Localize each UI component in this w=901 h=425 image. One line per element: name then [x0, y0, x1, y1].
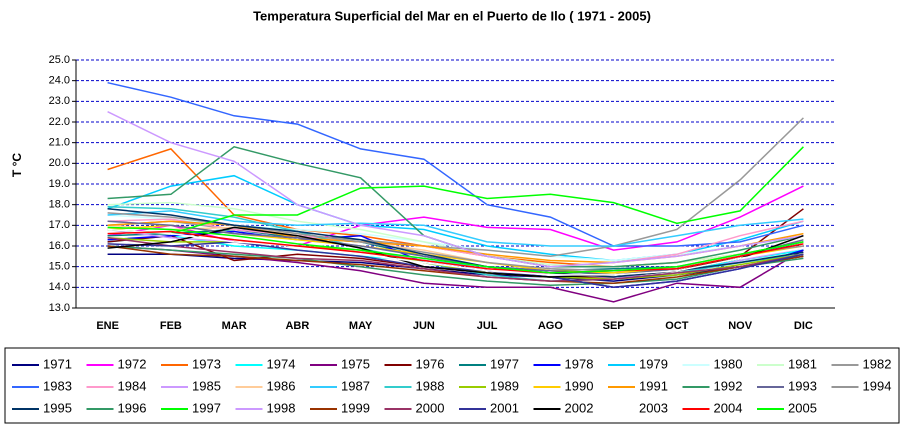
legend-label: 2000 — [416, 400, 445, 415]
legend-label: 1998 — [267, 400, 296, 415]
series-line — [107, 236, 804, 282]
legend-label: 2005 — [788, 400, 817, 415]
series-line — [107, 230, 804, 274]
legend-label: 1999 — [341, 400, 370, 415]
chart-title: Temperatura Superficial del Mar en el Pu… — [253, 8, 651, 23]
legend-label: 1972 — [118, 356, 147, 371]
x-tick-label: ABR — [285, 320, 309, 332]
y-tick-label: 18.0 — [49, 199, 70, 211]
legend-label: 1988 — [416, 378, 445, 393]
y-tick-label: 20.0 — [49, 157, 70, 169]
y-tick-label: 21.0 — [49, 137, 70, 149]
x-tick-label: NOV — [728, 320, 753, 332]
legend-label: 2003 — [639, 400, 668, 415]
legend-label: 1990 — [565, 378, 594, 393]
x-tick-label: OCT — [665, 320, 689, 332]
y-tick-label: 24.0 — [49, 75, 70, 87]
legend-label: 1978 — [565, 356, 594, 371]
legend-label: 1976 — [416, 356, 445, 371]
x-tick-label: ENE — [96, 320, 119, 332]
legend-label: 1997 — [192, 400, 221, 415]
y-tick-label: 25.0 — [49, 54, 70, 66]
y-tick-label: 13.0 — [49, 302, 70, 314]
legend-label: 1980 — [714, 356, 743, 371]
y-tick-label: 15.0 — [49, 261, 70, 273]
legend-label: 1971 — [43, 356, 72, 371]
y-tick-label: 17.0 — [49, 219, 70, 231]
y-tick-label: 16.0 — [49, 240, 70, 252]
y-tick-label: 14.0 — [49, 281, 70, 293]
legend-label: 1989 — [490, 378, 519, 393]
legend-label: 1995 — [43, 400, 72, 415]
y-tick-label: 19.0 — [49, 178, 70, 190]
legend-label: 2001 — [490, 400, 519, 415]
x-tick-label: FEB — [160, 320, 182, 332]
x-tick-label: MAR — [222, 320, 247, 332]
legend-label: 1993 — [788, 378, 817, 393]
y-axis-label: T °C — [10, 153, 24, 177]
x-tick-label: AGO — [538, 320, 564, 332]
legend-label: 1984 — [118, 378, 147, 393]
legend-label: 1979 — [639, 356, 668, 371]
legend-label: 1982 — [863, 356, 892, 371]
legend-label: 1991 — [639, 378, 668, 393]
legend-label: 1973 — [192, 356, 221, 371]
legend-label: 1987 — [341, 378, 370, 393]
x-tick-label: MAY — [349, 320, 373, 332]
legend-box — [4, 347, 900, 424]
series-line — [107, 241, 804, 289]
legend-label: 1996 — [118, 400, 147, 415]
legend-label: 1992 — [714, 378, 743, 393]
legend-label: 1985 — [192, 378, 221, 393]
legend-label: 1974 — [267, 356, 296, 371]
x-tick-label: JUN — [413, 320, 435, 332]
legend-label: 1975 — [341, 356, 370, 371]
legend-label: 1986 — [267, 378, 296, 393]
legend-label: 1994 — [863, 378, 892, 393]
x-tick-label: JUL — [477, 320, 498, 332]
series-line — [107, 210, 804, 247]
series-line — [107, 245, 804, 287]
legend-label: 1977 — [490, 356, 519, 371]
x-tick-label: SEP — [603, 320, 625, 332]
series-line — [107, 146, 804, 235]
legend-label: 1981 — [788, 356, 817, 371]
y-tick-label: 23.0 — [49, 95, 70, 107]
series-line — [107, 228, 804, 276]
series-line — [107, 111, 804, 268]
legend-label: 2002 — [565, 400, 594, 415]
legend-label: 2004 — [714, 400, 743, 415]
y-tick-label: 22.0 — [49, 116, 70, 128]
series-line — [107, 245, 804, 284]
legend-label: 1983 — [43, 378, 72, 393]
series-line — [107, 81, 804, 247]
series-line — [107, 226, 804, 274]
x-tick-label: DIC — [794, 320, 813, 332]
